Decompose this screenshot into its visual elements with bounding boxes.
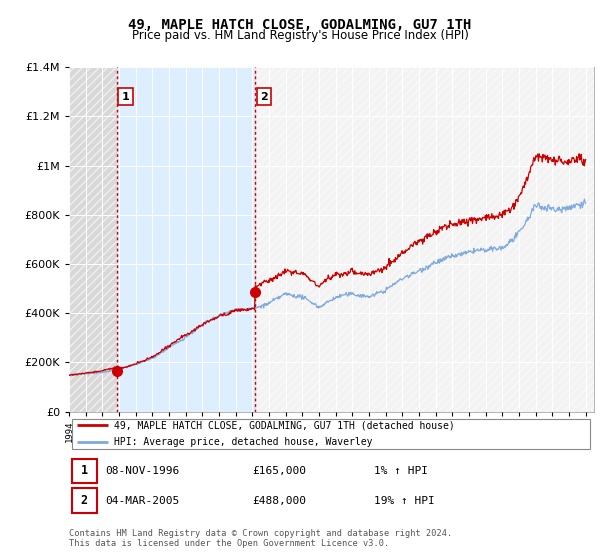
Text: 1: 1 <box>80 464 88 478</box>
Text: £165,000: £165,000 <box>253 466 307 476</box>
Text: 2: 2 <box>260 92 268 102</box>
Bar <box>255 67 594 412</box>
Text: 2: 2 <box>80 494 88 507</box>
FancyBboxPatch shape <box>71 459 97 483</box>
Text: HPI: Average price, detached house, Waverley: HPI: Average price, detached house, Wave… <box>113 437 372 447</box>
Text: 49, MAPLE HATCH CLOSE, GODALMING, GU7 1TH: 49, MAPLE HATCH CLOSE, GODALMING, GU7 1T… <box>128 18 472 32</box>
Text: This data is licensed under the Open Government Licence v3.0.: This data is licensed under the Open Gov… <box>69 539 389 548</box>
FancyBboxPatch shape <box>71 488 97 513</box>
Text: Price paid vs. HM Land Registry's House Price Index (HPI): Price paid vs. HM Land Registry's House … <box>131 29 469 42</box>
Bar <box>116 67 255 412</box>
Bar <box>69 67 116 412</box>
Text: 1: 1 <box>122 92 130 102</box>
Text: £488,000: £488,000 <box>253 496 307 506</box>
Text: 08-NOV-1996: 08-NOV-1996 <box>106 466 180 476</box>
FancyBboxPatch shape <box>71 419 590 449</box>
Text: 04-MAR-2005: 04-MAR-2005 <box>106 496 180 506</box>
Text: 19% ↑ HPI: 19% ↑ HPI <box>373 496 434 506</box>
Bar <box>69 67 116 412</box>
Text: Contains HM Land Registry data © Crown copyright and database right 2024.: Contains HM Land Registry data © Crown c… <box>69 530 452 539</box>
Text: 49, MAPLE HATCH CLOSE, GODALMING, GU7 1TH (detached house): 49, MAPLE HATCH CLOSE, GODALMING, GU7 1T… <box>113 420 454 430</box>
Text: 1% ↑ HPI: 1% ↑ HPI <box>373 466 427 476</box>
Bar <box>255 67 594 412</box>
